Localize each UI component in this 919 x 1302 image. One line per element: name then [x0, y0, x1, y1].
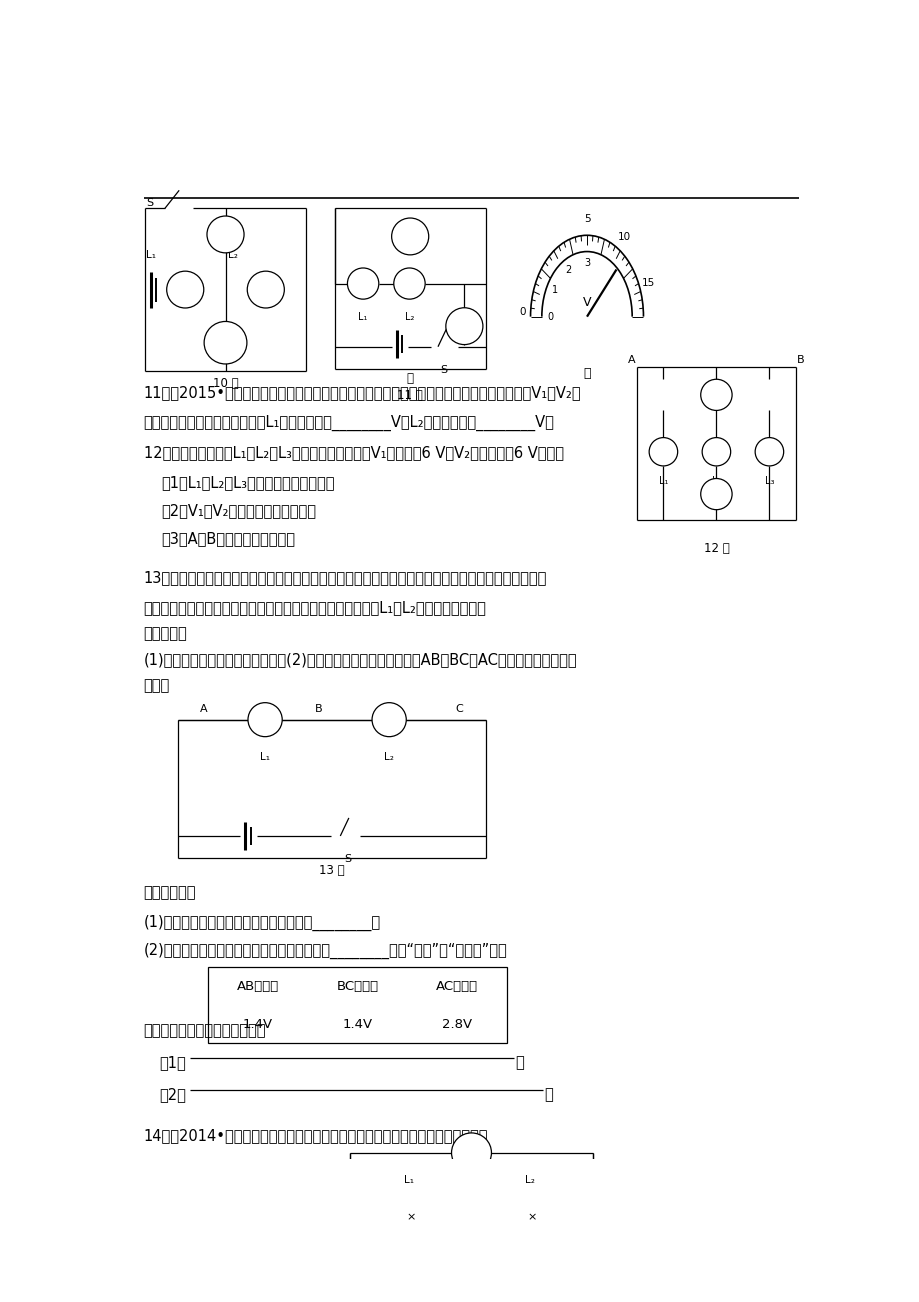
Text: 总电压等于各部分电压之和，瑞瑞同学准备了两种相同的灯泡L₁和L₂和其他实验器材。: 总电压等于各部分电压之和，瑞瑞同学准备了两种相同的灯泡L₁和L₂和其他实验器材。 [143, 600, 486, 616]
Text: 13 题: 13 题 [319, 865, 345, 878]
Text: ×: × [260, 715, 269, 725]
Ellipse shape [392, 1199, 428, 1234]
Ellipse shape [391, 217, 428, 255]
Ellipse shape [166, 271, 203, 309]
Text: C: C [455, 703, 463, 713]
Text: ×: × [406, 1212, 415, 1223]
Ellipse shape [700, 379, 732, 410]
Text: 评估：这个实验的不足之处是：: 评估：这个实验的不足之处是： [143, 1023, 266, 1039]
Text: B: B [315, 703, 323, 713]
Text: A: A [200, 703, 208, 713]
Text: 14．（2014•杨浦区一模）如图所示电路里填上适当的电表符号，要求两灯串联。: 14．（2014•杨浦区一模）如图所示电路里填上适当的电表符号，要求两灯串联。 [143, 1128, 487, 1143]
Text: ×: × [180, 283, 190, 296]
Bar [208, 967, 506, 1043]
Ellipse shape [204, 322, 246, 365]
Text: 2: 2 [565, 266, 571, 276]
Text: 15: 15 [641, 279, 654, 288]
Text: ×: × [358, 279, 368, 289]
Text: 进行实验：: 进行实验： [143, 626, 187, 642]
Text: AB间电压: AB间电压 [236, 980, 278, 993]
Text: B: B [797, 354, 804, 365]
Text: AC间电压: AC间电压 [436, 980, 478, 993]
Text: ×: × [658, 447, 667, 457]
Text: L₂: L₂ [227, 250, 237, 259]
Text: 格中。: 格中。 [143, 678, 170, 694]
Text: (2)分析下列的实验数据得出的结论与他的猜想________（填“相符”或“不相符”）。: (2)分析下列的实验数据得出的结论与他的猜想________（填“相符”或“不相… [143, 943, 506, 960]
Text: ×: × [711, 447, 720, 457]
Text: L₂: L₂ [404, 311, 414, 322]
Text: （3）A、B间的电压值为多大？: （3）A、B间的电压值为多大？ [161, 531, 295, 547]
Ellipse shape [247, 271, 284, 309]
Text: （2）: （2） [159, 1087, 186, 1103]
Ellipse shape [371, 703, 406, 737]
Ellipse shape [514, 1247, 550, 1282]
Ellipse shape [446, 307, 482, 345]
Ellipse shape [451, 1133, 491, 1173]
Text: S: S [439, 365, 447, 375]
Text: 甲: 甲 [406, 372, 414, 385]
Text: ×: × [384, 715, 393, 725]
Ellipse shape [392, 1247, 428, 1282]
Text: L₂: L₂ [711, 475, 720, 486]
Text: 10 题: 10 题 [212, 376, 238, 389]
Ellipse shape [700, 479, 732, 509]
Text: 0: 0 [546, 311, 552, 322]
Text: L₁: L₁ [358, 311, 368, 322]
Text: 1.4V: 1.4V [342, 1018, 372, 1031]
Text: A: A [627, 354, 635, 365]
Text: 12 题: 12 题 [703, 542, 729, 555]
Text: S: S [146, 198, 153, 208]
Text: V₁: V₁ [221, 339, 230, 348]
Text: L₁: L₁ [403, 1174, 414, 1185]
Ellipse shape [393, 268, 425, 299]
Text: 乙: 乙 [583, 367, 590, 380]
Text: 5: 5 [583, 214, 590, 224]
Ellipse shape [754, 437, 783, 466]
Text: V₂: V₂ [459, 322, 469, 331]
Text: 12．如图所示电路，L₁、L₂、L₃是三盏相同的灯泡，V₁的示数为6 V，V₂的示数也为6 V，问：: 12．如图所示电路，L₁、L₂、L₃是三盏相同的灯泡，V₁的示数为6 V，V₂的… [143, 445, 563, 460]
Ellipse shape [514, 1199, 550, 1234]
Text: V: V [582, 296, 591, 309]
Text: V: V [713, 391, 719, 400]
Ellipse shape [347, 268, 379, 299]
Text: BC间电压: BC间电压 [336, 980, 378, 993]
Text: L₂: L₂ [384, 751, 393, 762]
Text: 1.4V: 1.4V [243, 1018, 272, 1031]
Text: V₁: V₁ [405, 232, 414, 241]
Text: L₂: L₂ [525, 1174, 534, 1185]
Text: 0: 0 [519, 307, 526, 316]
Text: 1: 1 [551, 285, 558, 296]
Text: ；: ； [516, 1056, 524, 1070]
Text: 3: 3 [584, 258, 589, 268]
Ellipse shape [649, 437, 677, 466]
Text: S: S [344, 854, 351, 865]
Text: V: V [713, 490, 719, 499]
Text: 分析与论证：: 分析与论证： [143, 885, 196, 900]
Text: V₂: V₂ [221, 230, 230, 240]
Ellipse shape [207, 216, 244, 253]
Text: （2）V₁、V₂分别测的是什么电压？: （2）V₁、V₂分别测的是什么电压？ [161, 503, 316, 518]
Text: 11．（2015•常德中考）小明按图甲的电路进行实验，当闭合开关用电器正常工作时，电压表V₁和V₂的: 11．（2015•常德中考）小明按图甲的电路进行实验，当闭合开关用电器正常工作时… [143, 385, 581, 400]
Text: ×: × [765, 447, 773, 457]
Ellipse shape [701, 437, 730, 466]
Text: ×: × [404, 279, 414, 289]
Text: 2.8V: 2.8V [442, 1018, 471, 1031]
Text: ×: × [260, 283, 271, 296]
Text: ×: × [527, 1212, 536, 1223]
Ellipse shape [248, 703, 282, 737]
Text: 10: 10 [618, 232, 630, 242]
Text: 13．瑞瑞同学在探究串联电路电压规律的实验中，提出了猜想：串联电路中各用电器两端的电压相等，: 13．瑞瑞同学在探究串联电路电压规律的实验中，提出了猜想：串联电路中各用电器两端… [143, 570, 546, 586]
Text: L₁: L₁ [145, 250, 155, 259]
Text: L₃: L₃ [764, 475, 773, 486]
Text: （1）L₁、L₂、L₃的连接方式是怎样的？: （1）L₁、L₂、L₃的连接方式是怎样的？ [161, 475, 335, 490]
Text: 。: 。 [544, 1087, 552, 1103]
Text: L₁: L₁ [658, 475, 667, 486]
Text: L₁: L₁ [260, 751, 270, 762]
Text: (1)在物理学中，串联电路电压的规律是：________。: (1)在物理学中，串联电路电压的规律是：________。 [143, 915, 380, 931]
Text: 11 题: 11 题 [397, 389, 423, 402]
Text: (1)按如图所示的电路图连接电路；(2)闭合开关，用电压表分别测出AB、BC、AC间的电压并记录在表: (1)按如图所示的电路图连接电路；(2)闭合开关，用电压表分别测出AB、BC、A… [143, 652, 576, 668]
Text: 指针完全一样，如图乙所示，则L₁两端的电压为________V，L₂两端的电压为________V。: 指针完全一样，如图乙所示，则L₁两端的电压为________V，L₂两端的电压为… [143, 415, 554, 431]
Text: （1）: （1） [159, 1056, 186, 1070]
